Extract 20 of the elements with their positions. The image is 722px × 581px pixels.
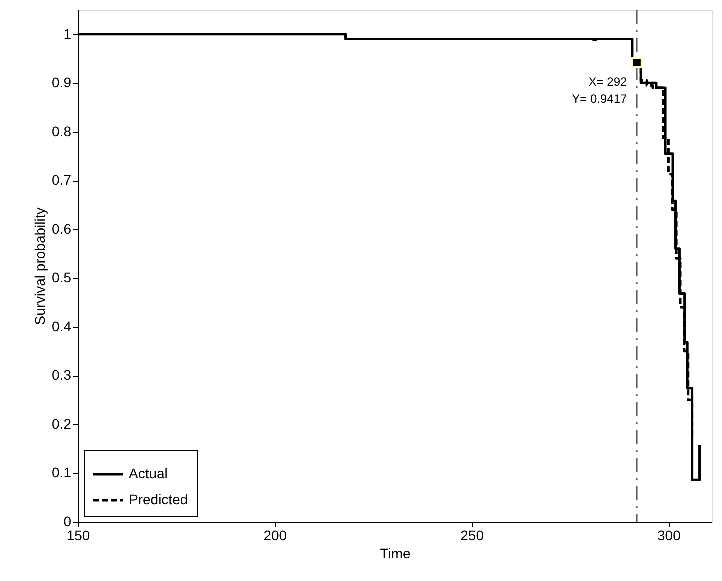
x-tick-label: 200 bbox=[264, 528, 288, 544]
legend-label: Predicted bbox=[129, 492, 188, 508]
y-tick-label: 0.3 bbox=[52, 367, 72, 384]
y-tick-label: 0.2 bbox=[52, 416, 72, 432]
x-tick-label: 300 bbox=[658, 528, 682, 544]
annotation: X= 292 Y= 0.9417 bbox=[572, 74, 628, 106]
y-tick-label: 0.1 bbox=[52, 464, 72, 481]
y-tick-label: 0.7 bbox=[52, 172, 72, 188]
y-tick-label: 0.5 bbox=[52, 270, 72, 286]
y-tick-label: 0 bbox=[64, 514, 72, 530]
y-tick-label: 0.4 bbox=[52, 318, 72, 334]
y-tick-label: 0.9 bbox=[52, 74, 72, 91]
y-tick-label: 0.6 bbox=[52, 220, 72, 237]
x-axis-title: Time bbox=[380, 546, 412, 562]
legend-label: Actual bbox=[129, 466, 168, 482]
x-tick-label: 250 bbox=[460, 528, 484, 544]
y-tick-label: 1 bbox=[64, 26, 72, 42]
y-axis-title: Survival probability bbox=[32, 208, 48, 326]
x-tick-label: 150 bbox=[66, 528, 90, 544]
y-tick-label: 0.8 bbox=[52, 123, 72, 140]
